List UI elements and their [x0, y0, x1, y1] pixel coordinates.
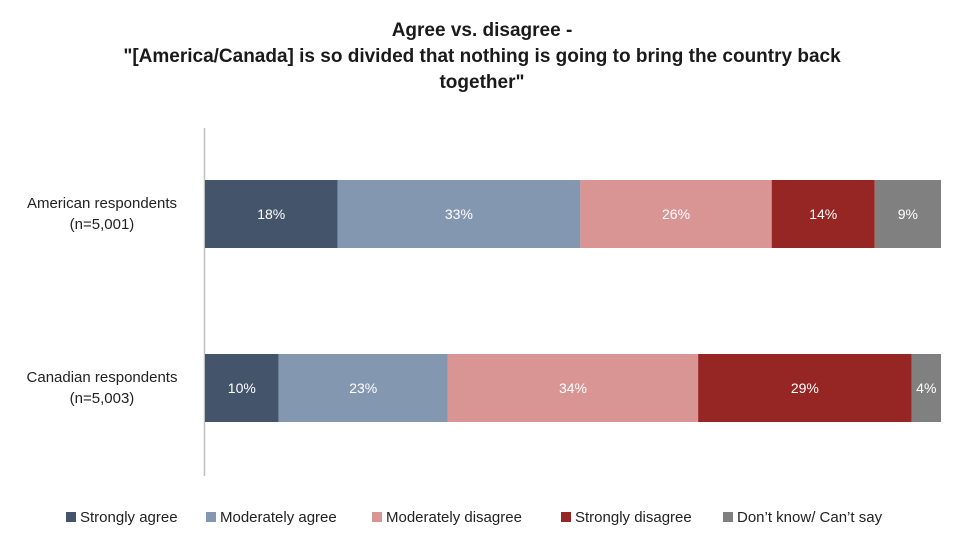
bar-segment [771, 180, 875, 248]
data-label: 14% [809, 206, 837, 222]
data-label: 33% [445, 206, 473, 222]
data-label: 26% [662, 206, 690, 222]
data-label: 18% [257, 206, 285, 222]
data-label: 34% [559, 380, 587, 396]
bar-segment [205, 354, 279, 422]
legend-swatch [723, 512, 733, 522]
legend-swatch [66, 512, 76, 522]
legend-swatch [206, 512, 216, 522]
legend-swatch [561, 512, 571, 522]
legend-swatch [372, 512, 382, 522]
bar-segment [278, 354, 448, 422]
legend-label: Strongly disagree [575, 509, 692, 526]
bar-segment [205, 180, 338, 248]
data-label: 4% [916, 380, 936, 396]
data-label: 9% [898, 206, 918, 222]
bar-segment [337, 180, 581, 248]
legend-label: Don’t know/ Can’t say [737, 509, 883, 526]
data-label: 23% [349, 380, 377, 396]
category-label: Canadian respondents (n=5,003) [27, 369, 178, 407]
data-label: 10% [228, 380, 256, 396]
chart-title-line-2: "[America/Canada] is so divided that not… [123, 46, 841, 67]
legend-label: Moderately disagree [386, 509, 522, 526]
bar-segment [698, 354, 912, 422]
bar-segment [911, 354, 941, 422]
data-label: 29% [791, 380, 819, 396]
bar-segment [447, 354, 699, 422]
bar-segment [580, 180, 772, 248]
chart-title: Agree vs. disagree - "[America/Canada] i… [0, 18, 964, 96]
category-label: American respondents (n=5,001) [27, 195, 177, 233]
chart-title-line-3: together" [439, 72, 525, 93]
legend-label: Strongly agree [80, 509, 178, 526]
chart-title-line-1: Agree vs. disagree - [391, 20, 573, 41]
bar-segment [874, 180, 941, 248]
legend-label: Moderately agree [220, 509, 337, 526]
